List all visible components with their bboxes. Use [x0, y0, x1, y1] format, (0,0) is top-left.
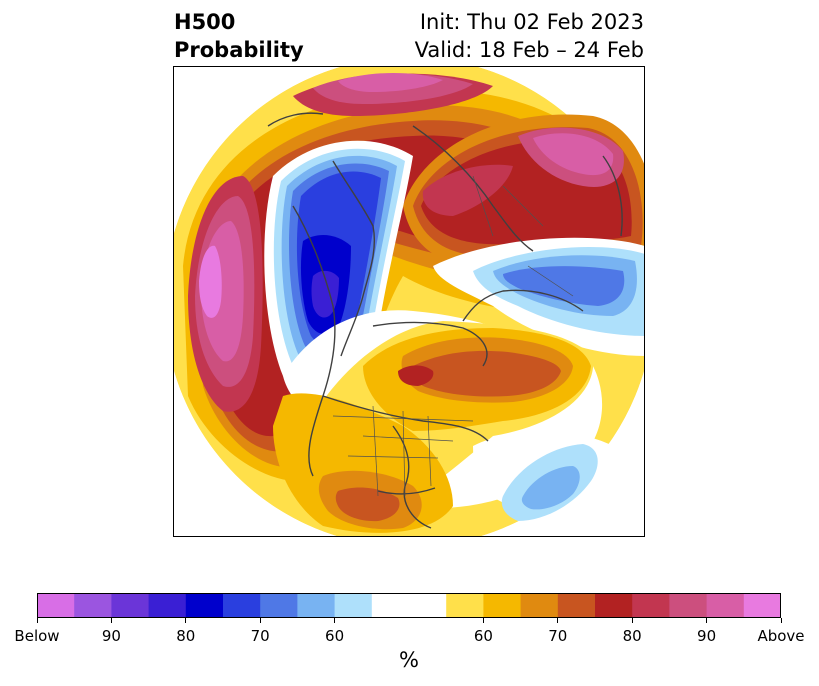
colorbar-swatch	[595, 593, 633, 618]
colorbar-swatch	[111, 593, 150, 618]
colorbar-swatch	[334, 593, 373, 618]
colorbar-tick-mark	[36, 618, 38, 623]
colorbar-tick-mark	[631, 618, 633, 623]
colorbar-tick-label: 90	[697, 627, 717, 645]
mexico-ridge-anomaly	[273, 393, 453, 533]
colorbar-tick-mark	[110, 618, 112, 623]
colorbar-swatch	[743, 593, 781, 618]
map-border	[173, 66, 645, 537]
colorbar	[37, 593, 781, 618]
probability-map	[173, 66, 645, 537]
colorbar-tick-mark	[557, 618, 559, 623]
title-left: H500 Probability	[174, 8, 304, 64]
colorbar-tick-label: Below	[14, 627, 60, 645]
colorbar-tick-label: 70	[250, 627, 270, 645]
colorbar-tick-label: 90	[101, 627, 121, 645]
eurasia-ridge-anomaly	[403, 114, 645, 267]
colorbar-tick-mark	[780, 618, 782, 623]
colorbar-swatch	[185, 593, 224, 618]
western-trough-anomaly	[264, 140, 413, 400]
colorbar-swatch	[74, 593, 112, 618]
colorbar-tick-label: 70	[548, 627, 568, 645]
colorbar-tick-label: 80	[622, 627, 642, 645]
political-borders	[332, 175, 574, 497]
title-right: Init: Thu 02 Feb 2023 Valid: 18 Feb – 24…	[415, 8, 644, 64]
product-name: H500	[174, 10, 236, 34]
colorbar-tick-mark	[259, 618, 261, 623]
map-background	[173, 66, 645, 537]
arctic-ridge-anomaly	[293, 72, 493, 116]
atlantic-trough-anomaly	[501, 444, 598, 521]
valid-period: Valid: 18 Feb – 24 Feb	[414, 38, 644, 62]
colorbar-tick-mark	[482, 618, 484, 623]
colorbar-swatch	[632, 593, 670, 618]
init-time: Init: Thu 02 Feb 2023	[419, 10, 644, 34]
colorbar-tick-mark	[706, 618, 708, 623]
colorbar-tick-mark	[185, 618, 187, 623]
colorbar-swatch	[148, 593, 187, 618]
colorbar-swatch	[483, 593, 522, 618]
colorbar-swatch	[409, 593, 447, 618]
colorbar-swatch	[669, 593, 708, 618]
colorbar-swatch	[297, 593, 336, 618]
colorbar-border	[37, 593, 781, 618]
colorbar-tick-label: Above	[757, 627, 805, 645]
colorbar-swatch	[371, 593, 410, 618]
product-type: Probability	[174, 38, 304, 62]
coastlines	[267, 112, 623, 529]
colorbar-swatch	[557, 593, 596, 618]
colorbar-swatch	[37, 593, 75, 618]
europe-trough-anomaly	[433, 237, 645, 356]
colorbar-swatch	[223, 593, 261, 618]
colorbar-swatch	[446, 593, 484, 618]
colorbar-tick-label: 60	[325, 627, 345, 645]
colorbar-swatch	[260, 593, 298, 618]
colorbar-tick-mark	[334, 618, 336, 623]
colorbar-unit: %	[399, 648, 419, 672]
colorbar-swatch	[520, 593, 559, 618]
colorbar-swatch	[706, 593, 745, 618]
colorbar-tick-label: 60	[473, 627, 493, 645]
colorbar-tick-label: 80	[176, 627, 196, 645]
